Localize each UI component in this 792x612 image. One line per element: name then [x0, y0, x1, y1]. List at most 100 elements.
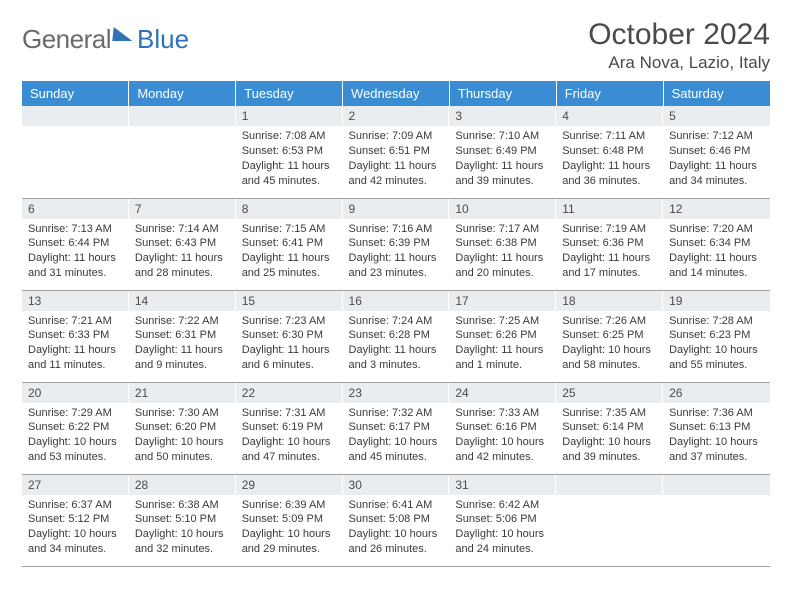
day-number: 3	[449, 106, 556, 126]
daylight-text: Daylight: 10 hours and 39 minutes.	[562, 435, 657, 465]
sunrise-text: Sunrise: 7:20 AM	[669, 222, 764, 237]
sunset-text: Sunset: 5:10 PM	[135, 512, 230, 527]
header: General Blue October 2024 Ara Nova, Lazi…	[22, 18, 770, 73]
day-number: 28	[129, 475, 236, 495]
calendar-cell: 7Sunrise: 7:14 AMSunset: 6:43 PMDaylight…	[129, 198, 236, 290]
sunrise-text: Sunrise: 7:13 AM	[28, 222, 123, 237]
sunset-text: Sunset: 6:43 PM	[135, 236, 230, 251]
sunrise-text: Sunrise: 6:38 AM	[135, 498, 230, 513]
day-number	[129, 106, 236, 126]
day-number: 23	[343, 383, 450, 403]
sunrise-text: Sunrise: 7:14 AM	[135, 222, 230, 237]
sunrise-text: Sunrise: 7:35 AM	[562, 406, 657, 421]
calendar-cell	[663, 474, 770, 566]
sunset-text: Sunset: 6:16 PM	[455, 420, 550, 435]
daylight-text: Daylight: 11 hours and 23 minutes.	[349, 251, 444, 281]
sunset-text: Sunset: 6:46 PM	[669, 144, 764, 159]
daylight-text: Daylight: 11 hours and 25 minutes.	[242, 251, 337, 281]
day-details: Sunrise: 7:20 AMSunset: 6:34 PMDaylight:…	[663, 219, 770, 285]
day-number: 29	[236, 475, 343, 495]
sunrise-text: Sunrise: 7:32 AM	[349, 406, 444, 421]
day-number: 20	[22, 383, 129, 403]
day-details: Sunrise: 7:36 AMSunset: 6:13 PMDaylight:…	[663, 403, 770, 469]
day-details: Sunrise: 7:10 AMSunset: 6:49 PMDaylight:…	[449, 126, 556, 192]
sunrise-text: Sunrise: 6:39 AM	[242, 498, 337, 513]
calendar-cell: 5Sunrise: 7:12 AMSunset: 6:46 PMDaylight…	[663, 106, 770, 198]
day-details: Sunrise: 7:25 AMSunset: 6:26 PMDaylight:…	[449, 311, 556, 377]
day-details: Sunrise: 6:41 AMSunset: 5:08 PMDaylight:…	[343, 495, 450, 561]
title-block: October 2024 Ara Nova, Lazio, Italy	[588, 18, 770, 73]
calendar-cell: 3Sunrise: 7:10 AMSunset: 6:49 PMDaylight…	[449, 106, 556, 198]
daylight-text: Daylight: 10 hours and 58 minutes.	[562, 343, 657, 373]
sunrise-text: Sunrise: 6:37 AM	[28, 498, 123, 513]
sunrise-text: Sunrise: 7:22 AM	[135, 314, 230, 329]
day-header: Thursday	[449, 81, 556, 106]
day-number: 16	[343, 291, 450, 311]
calendar-cell: 28Sunrise: 6:38 AMSunset: 5:10 PMDayligh…	[129, 474, 236, 566]
day-number: 19	[663, 291, 770, 311]
sunset-text: Sunset: 6:30 PM	[242, 328, 337, 343]
calendar-cell: 11Sunrise: 7:19 AMSunset: 6:36 PMDayligh…	[556, 198, 663, 290]
day-details: Sunrise: 7:31 AMSunset: 6:19 PMDaylight:…	[236, 403, 343, 469]
calendar-cell: 13Sunrise: 7:21 AMSunset: 6:33 PMDayligh…	[22, 290, 129, 382]
day-number: 21	[129, 383, 236, 403]
day-number: 15	[236, 291, 343, 311]
calendar-cell: 16Sunrise: 7:24 AMSunset: 6:28 PMDayligh…	[343, 290, 450, 382]
day-details: Sunrise: 7:12 AMSunset: 6:46 PMDaylight:…	[663, 126, 770, 192]
day-details: Sunrise: 6:37 AMSunset: 5:12 PMDaylight:…	[22, 495, 129, 561]
day-details: Sunrise: 7:08 AMSunset: 6:53 PMDaylight:…	[236, 126, 343, 192]
day-number: 22	[236, 383, 343, 403]
daylight-text: Daylight: 10 hours and 47 minutes.	[242, 435, 337, 465]
sunset-text: Sunset: 6:20 PM	[135, 420, 230, 435]
sunset-text: Sunset: 6:51 PM	[349, 144, 444, 159]
daylight-text: Daylight: 10 hours and 55 minutes.	[669, 343, 764, 373]
sunrise-text: Sunrise: 7:31 AM	[242, 406, 337, 421]
daylight-text: Daylight: 11 hours and 14 minutes.	[669, 251, 764, 281]
day-number: 31	[449, 475, 556, 495]
daylight-text: Daylight: 10 hours and 24 minutes.	[455, 527, 550, 557]
sunset-text: Sunset: 6:19 PM	[242, 420, 337, 435]
day-number	[556, 475, 663, 495]
daylight-text: Daylight: 11 hours and 9 minutes.	[135, 343, 230, 373]
day-number: 13	[22, 291, 129, 311]
sunrise-text: Sunrise: 7:09 AM	[349, 129, 444, 144]
sunrise-text: Sunrise: 7:30 AM	[135, 406, 230, 421]
day-number	[663, 475, 770, 495]
sunset-text: Sunset: 6:48 PM	[562, 144, 657, 159]
day-details: Sunrise: 7:22 AMSunset: 6:31 PMDaylight:…	[129, 311, 236, 377]
calendar-cell: 23Sunrise: 7:32 AMSunset: 6:17 PMDayligh…	[343, 382, 450, 474]
day-details: Sunrise: 7:17 AMSunset: 6:38 PMDaylight:…	[449, 219, 556, 285]
calendar-cell: 15Sunrise: 7:23 AMSunset: 6:30 PMDayligh…	[236, 290, 343, 382]
daylight-text: Daylight: 11 hours and 6 minutes.	[242, 343, 337, 373]
sunrise-text: Sunrise: 7:15 AM	[242, 222, 337, 237]
daylight-text: Daylight: 10 hours and 53 minutes.	[28, 435, 123, 465]
daylight-text: Daylight: 11 hours and 42 minutes.	[349, 159, 444, 189]
sunset-text: Sunset: 5:09 PM	[242, 512, 337, 527]
daylight-text: Daylight: 11 hours and 36 minutes.	[562, 159, 657, 189]
day-details: Sunrise: 7:28 AMSunset: 6:23 PMDaylight:…	[663, 311, 770, 377]
calendar-head: SundayMondayTuesdayWednesdayThursdayFrid…	[22, 81, 770, 106]
calendar-row: 27Sunrise: 6:37 AMSunset: 5:12 PMDayligh…	[22, 474, 770, 566]
sunset-text: Sunset: 6:53 PM	[242, 144, 337, 159]
calendar-table: SundayMondayTuesdayWednesdayThursdayFrid…	[22, 81, 770, 567]
sunset-text: Sunset: 5:08 PM	[349, 512, 444, 527]
location-text: Ara Nova, Lazio, Italy	[588, 53, 770, 73]
daylight-text: Daylight: 10 hours and 34 minutes.	[28, 527, 123, 557]
daylight-text: Daylight: 11 hours and 3 minutes.	[349, 343, 444, 373]
calendar-cell: 14Sunrise: 7:22 AMSunset: 6:31 PMDayligh…	[129, 290, 236, 382]
day-details: Sunrise: 7:35 AMSunset: 6:14 PMDaylight:…	[556, 403, 663, 469]
sunset-text: Sunset: 6:28 PM	[349, 328, 444, 343]
sunrise-text: Sunrise: 7:29 AM	[28, 406, 123, 421]
sunrise-text: Sunrise: 7:33 AM	[455, 406, 550, 421]
day-details: Sunrise: 7:16 AMSunset: 6:39 PMDaylight:…	[343, 219, 450, 285]
calendar-cell: 12Sunrise: 7:20 AMSunset: 6:34 PMDayligh…	[663, 198, 770, 290]
day-details: Sunrise: 7:30 AMSunset: 6:20 PMDaylight:…	[129, 403, 236, 469]
day-details: Sunrise: 7:13 AMSunset: 6:44 PMDaylight:…	[22, 219, 129, 285]
sunset-text: Sunset: 6:39 PM	[349, 236, 444, 251]
daylight-text: Daylight: 11 hours and 28 minutes.	[135, 251, 230, 281]
day-number: 14	[129, 291, 236, 311]
logo-text-blue: Blue	[137, 24, 189, 55]
sunrise-text: Sunrise: 7:11 AM	[562, 129, 657, 144]
calendar-cell: 20Sunrise: 7:29 AMSunset: 6:22 PMDayligh…	[22, 382, 129, 474]
day-number: 9	[343, 199, 450, 219]
